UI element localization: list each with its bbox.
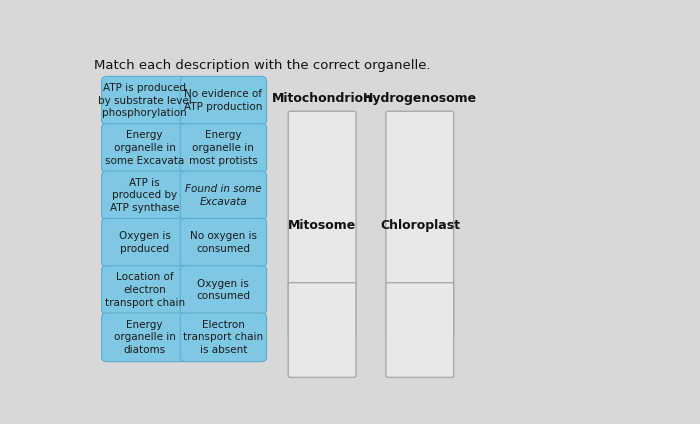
FancyBboxPatch shape [181, 218, 267, 267]
Text: Oxygen is
produced: Oxygen is produced [119, 231, 171, 254]
Text: Mitochondrion: Mitochondrion [272, 92, 373, 105]
Text: No oxygen is
consumed: No oxygen is consumed [190, 231, 257, 254]
Text: ATP is produced
by substrate level
phosphorylation: ATP is produced by substrate level phosp… [98, 83, 192, 118]
Text: Location of
electron
transport chain: Location of electron transport chain [105, 272, 185, 308]
FancyBboxPatch shape [102, 171, 188, 220]
Text: Electron
transport chain
is absent: Electron transport chain is absent [183, 320, 263, 355]
FancyBboxPatch shape [102, 76, 188, 125]
Text: Oxygen is
consumed: Oxygen is consumed [197, 279, 251, 301]
Text: Match each description with the correct organelle.: Match each description with the correct … [94, 59, 430, 72]
FancyBboxPatch shape [102, 124, 188, 172]
Text: No evidence of
ATP production: No evidence of ATP production [184, 89, 262, 112]
FancyBboxPatch shape [386, 283, 454, 377]
FancyBboxPatch shape [181, 171, 267, 220]
FancyBboxPatch shape [288, 111, 356, 337]
FancyBboxPatch shape [102, 218, 188, 267]
FancyBboxPatch shape [288, 283, 356, 377]
Text: Mitosome: Mitosome [288, 219, 356, 232]
Text: Energy
organelle in
diatoms: Energy organelle in diatoms [114, 320, 176, 355]
FancyBboxPatch shape [181, 124, 267, 172]
Text: Hydrogenosome: Hydrogenosome [363, 92, 477, 105]
Text: ATP is
produced by
ATP synthase: ATP is produced by ATP synthase [110, 178, 179, 213]
FancyBboxPatch shape [102, 266, 188, 314]
Text: Chloroplast: Chloroplast [380, 219, 460, 232]
FancyBboxPatch shape [102, 313, 188, 362]
Text: Found in some
Excavata: Found in some Excavata [185, 184, 262, 207]
FancyBboxPatch shape [181, 76, 267, 125]
FancyBboxPatch shape [181, 313, 267, 362]
FancyBboxPatch shape [181, 266, 267, 314]
Text: Energy
organelle in
some Excavata: Energy organelle in some Excavata [105, 130, 184, 166]
FancyBboxPatch shape [386, 111, 454, 337]
Text: Energy
organelle in
most protists: Energy organelle in most protists [189, 130, 258, 166]
